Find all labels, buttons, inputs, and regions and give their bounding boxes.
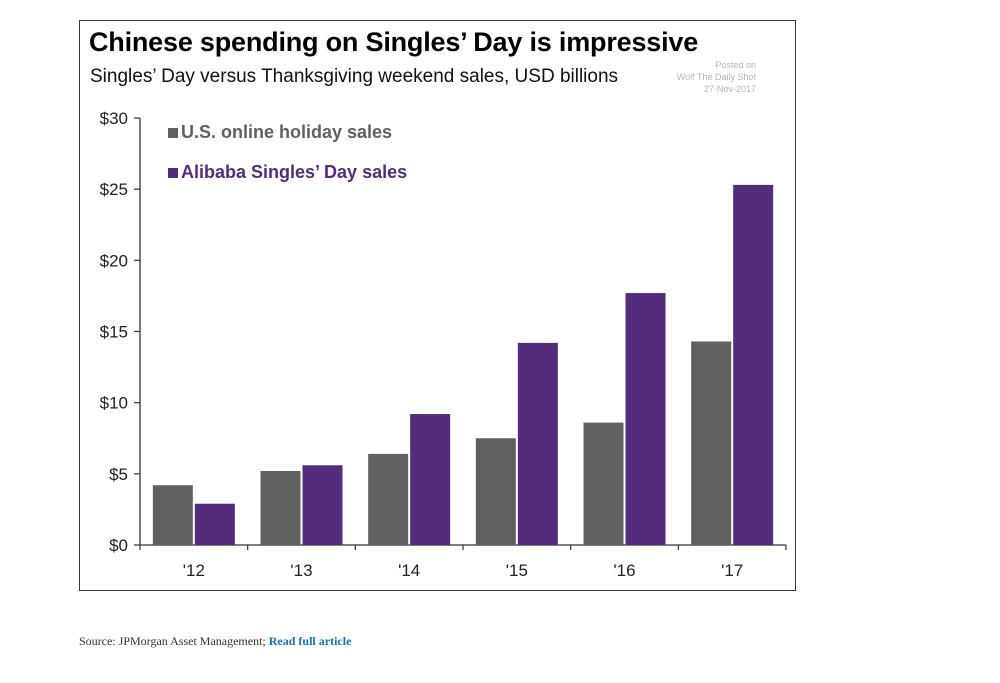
source-text: Source: JPMorgan Asset Management; [79,634,266,648]
source-line: Source: JPMorgan Asset Management; Read … [79,634,351,649]
y-tick-label: $20 [100,251,128,270]
bar-alibaba-0 [194,503,235,545]
y-tick-label: $0 [109,536,128,555]
x-tick-label: '13 [290,561,312,580]
y-tick-label: $30 [100,109,128,128]
legend-label-0: U.S. online holiday sales [181,122,392,142]
bar-us-online-2 [368,453,409,545]
read-full-article-link[interactable]: Read full article [268,634,352,648]
watermark-line-1: Posted on [715,60,756,70]
chart-subtitle: Singles’ Day versus Thanksgiving weekend… [90,66,619,87]
watermark-line-3: 27-Nov-2017 [703,84,756,94]
bar-us-online-5 [691,341,732,545]
bar-chart: $0 $5 $10 $15 $20 $25 $30 '12 '13 '14 '15 '16 '17 U.S… [100,109,787,580]
bar-alibaba-2 [410,414,451,545]
x-tick-label: '14 [398,561,420,580]
bar-us-online-3 [475,438,516,545]
x-tick-label: '15 [506,561,528,580]
bar-alibaba-1 [302,465,343,545]
bar-us-online-4 [583,422,624,545]
chart-frame: Chinese spending on Singles’ Day is impr… [79,20,796,591]
bar-alibaba-4 [625,293,666,545]
y-tick-label: $10 [100,394,128,413]
legend-label-1: Alibaba Singles’ Day sales [181,162,407,182]
legend-swatch-0 [168,128,178,138]
bar-us-online-1 [260,470,301,545]
x-tick-label: '12 [183,561,205,580]
legend-swatch-1 [168,168,178,178]
watermark-line-2: Wolf The Daily Shot [676,72,756,82]
y-tick-label: $5 [109,465,128,484]
y-tick-label: $15 [100,323,128,342]
y-tick-label: $25 [100,180,128,199]
watermark: Posted on Wolf The Daily Shot 27-Nov-201… [658,59,756,95]
bar-alibaba-5 [733,184,774,545]
chart-title: Chinese spending on Singles’ Day is impr… [89,27,699,57]
bar-alibaba-3 [517,342,558,545]
x-tick-label: '17 [721,561,743,580]
x-tick-label: '16 [613,561,635,580]
bar-us-online-0 [152,485,193,545]
